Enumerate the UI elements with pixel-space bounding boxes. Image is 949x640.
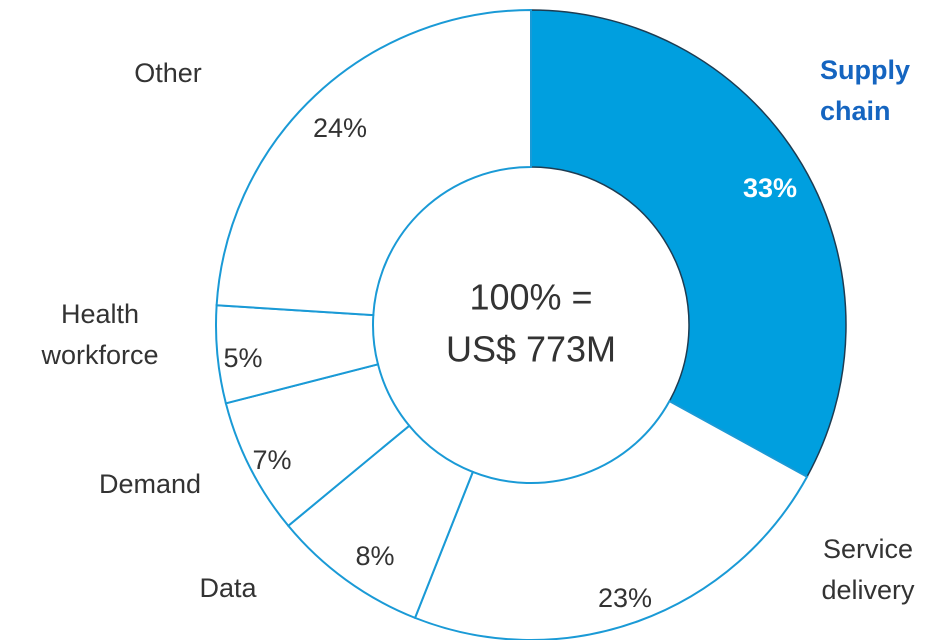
category-label-line: Other: [134, 58, 202, 88]
center-label: 100% =: [469, 277, 592, 318]
category-label: Service delivery: [821, 534, 915, 605]
value-label: 8%: [355, 541, 394, 571]
category-label-line: delivery: [821, 575, 915, 605]
category-label-line: Service: [823, 534, 913, 564]
category-label-line: workforce: [40, 340, 158, 370]
category-label-line: chain: [820, 96, 891, 126]
category-label-line: Data: [199, 573, 257, 603]
center-label: US$ 773M: [446, 329, 616, 370]
slice: [413, 399, 809, 640]
category-label-line: Demand: [99, 469, 201, 499]
value-label: 7%: [252, 445, 291, 475]
value-label: 23%: [598, 583, 652, 613]
category-label: Demand: [99, 469, 201, 499]
category-label: Data: [199, 573, 257, 603]
category-label: Health workforce: [40, 299, 158, 370]
category-label: Other: [134, 58, 202, 88]
category-label-line: Supply: [820, 55, 910, 85]
category-label: Supply chain: [820, 55, 910, 126]
category-label-line: Health: [61, 299, 139, 329]
slice: [530, 9, 847, 478]
value-label: 33%: [743, 173, 797, 203]
value-label: 5%: [223, 343, 262, 373]
slice: [215, 8, 532, 317]
slices: [215, 8, 847, 640]
value-label: 24%: [313, 113, 367, 143]
